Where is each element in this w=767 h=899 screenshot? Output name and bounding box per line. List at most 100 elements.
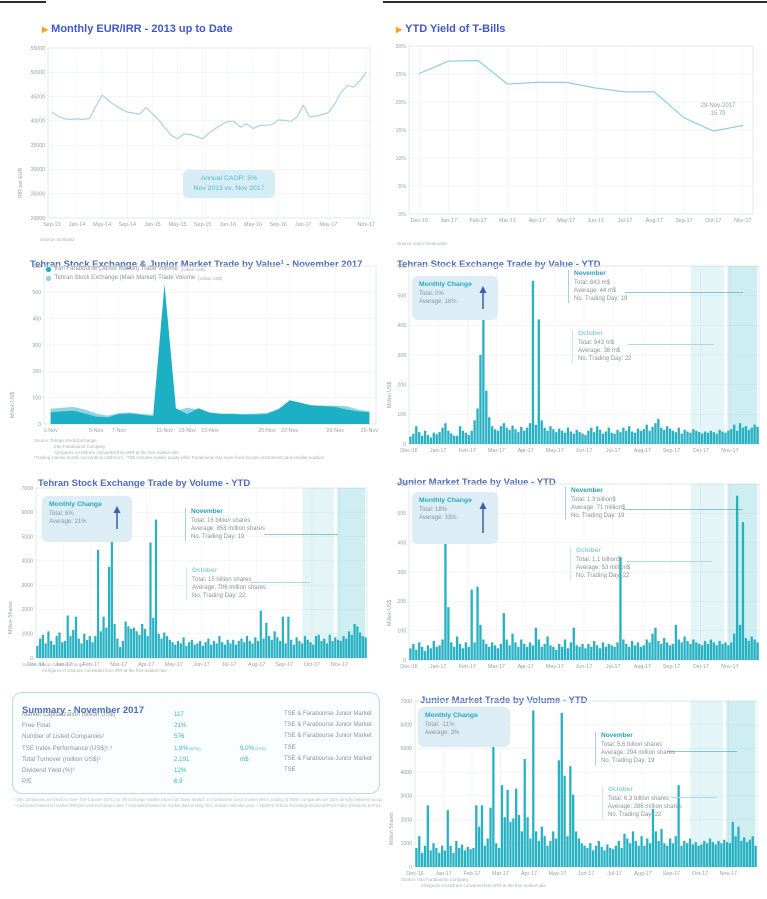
svg-text:25%: 25% (396, 72, 407, 78)
svg-text:Jul-17: Jul-17 (606, 448, 621, 454)
svg-text:Apr-17: Apr-17 (529, 218, 545, 224)
svg-text:20%: 20% (396, 100, 407, 106)
junior-value-ytd-chart: 0 100 200 300 400 500 600 Dec-16 Jan-17 Feb-17 Mar… (387, 480, 765, 682)
svg-text:400: 400 (397, 323, 406, 329)
svg-text:Feb-17: Feb-17 (470, 218, 487, 224)
svg-text:Jan-17: Jan-17 (55, 662, 71, 668)
tse-volume-ytd-y-axis-label: Million Shares (8, 601, 14, 634)
summary-title: Summary - November 2017 (22, 704, 144, 716)
svg-text:Sep-17: Sep-17 (276, 662, 293, 668)
nov-trade-sources: Source: Tehran Stock Exchange Iran Farab… (34, 438, 326, 461)
callout-line (671, 797, 717, 798)
svg-text:Sep-17: Sep-17 (663, 448, 680, 454)
october-annotation: October Total: 6.3 billion shares Averag… (602, 786, 738, 820)
svg-text:13-Nov: 13-Nov (179, 428, 197, 434)
svg-text:May-17: May-17 (557, 218, 575, 224)
eur-irr-source: Source: Bonbast (40, 237, 74, 242)
monthly-change-box: Monthly Change Total: -11% Average: 3% (418, 707, 510, 747)
svg-text:500: 500 (397, 511, 406, 517)
svg-text:Nov-17: Nov-17 (721, 664, 738, 670)
svg-text:May-16: May-16 (244, 222, 262, 228)
svg-text:Sep-16: Sep-16 (269, 222, 286, 228)
svg-text:Jan-17: Jan-17 (435, 871, 451, 877)
up-arrow-icon (479, 502, 487, 533)
summary-row: P/E 6.9 (22, 778, 183, 786)
svg-text:May-17: May-17 (546, 664, 564, 670)
summary-table: Market Capitalization (billion US$) 117 TS… (22, 711, 372, 789)
svg-text:7000: 7000 (400, 699, 412, 705)
monthly-change-box: Monthly Change Total: 0% Average: 16% (412, 276, 498, 320)
svg-text:3000: 3000 (400, 794, 412, 800)
svg-text:0: 0 (30, 656, 33, 662)
svg-text:Apr-17: Apr-17 (518, 664, 534, 670)
svg-text:600: 600 (32, 264, 41, 270)
november-annotation: November Total: 5.6 billion shares Avera… (595, 732, 731, 766)
junior-volume-ytd-title: Junior Market Trade by Volume - YTD (420, 694, 588, 706)
svg-text:7-Nov: 7-Nov (112, 428, 127, 434)
legend-item-main: Tehran Stock Exchange (Main Market) Trad… (46, 274, 222, 283)
svg-text:0%: 0% (399, 212, 407, 218)
tbills-last-value-annotation: 29-Nov-2017 15.79 (700, 103, 736, 117)
tse-volume-ytd-chart: 0 1000 2000 3000 4000 5000 6000 7000 Dec-16 Jan-1… (0, 482, 381, 684)
svg-text:1000: 1000 (400, 841, 412, 847)
bullet-arrow-icon: ▶ (396, 25, 403, 35)
svg-text:300: 300 (397, 570, 406, 576)
svg-text:Oct-17: Oct-17 (692, 871, 708, 877)
junior-value-ytd-y-axis-label: Million US$ (387, 599, 393, 626)
november-annotation: November Total: 843 m$ Average: 44 m$ No… (568, 270, 689, 304)
callout-line (627, 561, 712, 562)
svg-text:Jan-15: Jan-15 (144, 222, 160, 228)
svg-text:300: 300 (32, 343, 41, 349)
tbills-chart: 0% 5% 10% 15% 20% 25% 30% Dec-16 Jan-17 Feb-17 Mar… (385, 40, 765, 238)
svg-text:5-Nov: 5-Nov (89, 428, 104, 434)
panel-tbills-yield: ▶ YTD Yield of T-Bills 0% 5% 10% 15% 20% 25% 30… (383, 0, 767, 248)
svg-text:Mar-17: Mar-17 (492, 871, 509, 877)
svg-text:Aug-17: Aug-17 (646, 218, 663, 224)
summary-row: Free Float 21% TSE & Farabourse Junior Mar… (22, 722, 372, 730)
tse-value-ytd-y-axis-label: Million US$ (387, 381, 393, 408)
svg-text:6000: 6000 (400, 723, 412, 729)
legend-dot-icon (46, 276, 51, 281)
svg-text:Feb-17: Feb-17 (459, 664, 476, 670)
svg-text:300: 300 (397, 353, 406, 359)
svg-text:4000: 4000 (21, 559, 33, 565)
svg-text:May-15: May-15 (169, 222, 187, 228)
legend-item-junior: Iran Farabourse (Junior Market) Trade Vo… (46, 265, 222, 274)
svg-text:Apr-17: Apr-17 (518, 448, 534, 454)
svg-text:7000: 7000 (21, 486, 33, 492)
svg-text:Dec-16: Dec-16 (27, 662, 44, 668)
nov-trade-y-axis-label: Million US$ (10, 391, 16, 418)
svg-text:Apr-17: Apr-17 (521, 871, 537, 877)
svg-text:400: 400 (32, 316, 41, 322)
svg-text:40000: 40000 (31, 119, 46, 125)
svg-text:30%: 30% (396, 44, 407, 50)
svg-text:20-Nov: 20-Nov (258, 428, 276, 434)
monthly-change-box: Monthly Change Total: 6% Average: 21% (42, 496, 132, 542)
svg-text:55000: 55000 (31, 46, 46, 52)
november-annotation: November Total: 1.3 billion$ Average: 71… (565, 487, 686, 521)
callout-line (250, 582, 310, 583)
svg-text:Jul-17: Jul-17 (607, 871, 622, 877)
callout-line (667, 751, 737, 752)
svg-text:Aug-17: Aug-17 (634, 448, 651, 454)
panel-junior-volume-ytd: Junior Market Trade by Volume - YTD 0 100… (383, 685, 767, 899)
svg-text:6000: 6000 (21, 510, 33, 516)
svg-text:15-Nov: 15-Nov (201, 428, 219, 434)
svg-text:11-Nov: 11-Nov (156, 428, 173, 434)
svg-text:May-17: May-17 (549, 871, 567, 877)
callout-line (625, 292, 743, 293)
svg-text:2000: 2000 (21, 607, 33, 613)
svg-text:35000: 35000 (31, 143, 46, 149)
october-annotation: October Total: 1.1 billion$ Average: 53 … (570, 547, 691, 581)
svg-text:Jan-17: Jan-17 (440, 218, 456, 224)
summary-row: Market Capitalization (billion US$) 117 TS… (22, 711, 372, 718)
svg-text:Oct-17: Oct-17 (693, 664, 709, 670)
svg-text:Mar-17: Mar-17 (499, 218, 516, 224)
panel-junior-value-ytd: Junior Market Trade by Value - YTD 0 100 2… (383, 466, 767, 685)
panel-nov-trade-value: Tehran Stock Exchange & Junior Market Tr… (0, 248, 383, 466)
tbills-source: Source: Iran Farabourse (397, 241, 447, 246)
nov-trade-chart: 0 100 200 300 400 500 600 1-Nov 5-Nov 7-Nov 11-Nov… (6, 262, 380, 444)
svg-text:Oct-17: Oct-17 (304, 662, 320, 668)
callout-line (623, 509, 743, 510)
svg-text:Dec-16: Dec-16 (400, 448, 417, 454)
